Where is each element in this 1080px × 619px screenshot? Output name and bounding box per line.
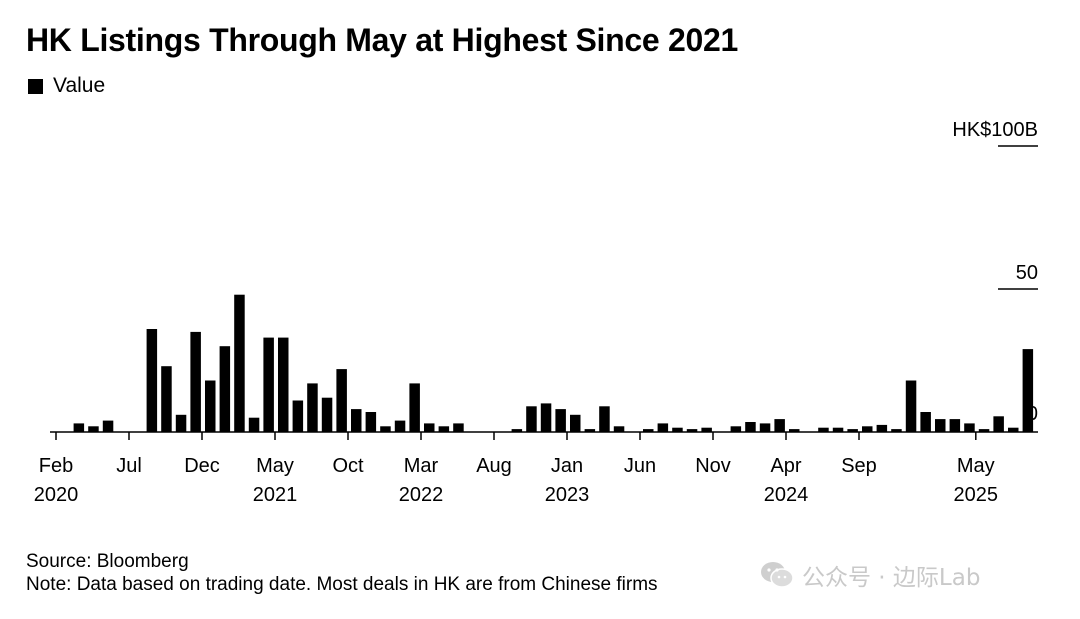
bar [190,331,201,432]
x-tick-label: Jan [551,455,583,477]
watermark: 公众号 · 边际Lab [760,558,980,592]
wechat-icon [761,562,794,588]
y-unit-label: HK$100B [952,119,1038,141]
bar [613,426,625,432]
legend-swatch [28,78,43,94]
bar [876,424,888,432]
x-tick-year-label: 2025 [954,484,999,506]
bar [380,426,391,432]
bar [818,427,829,432]
bar [730,426,742,432]
x-tick-label: Oct [332,455,364,477]
bar [555,409,566,432]
y-tick-0-label: 0 [1027,403,1038,425]
bar [394,420,406,432]
y-axis: 0 50 HK$100B [952,119,1038,425]
bar [248,417,260,432]
x-tick-label: Sep [841,455,877,477]
x-tick-year-label: 2021 [253,484,298,506]
x-tick-label: Jun [624,455,656,477]
bar [657,423,669,432]
bar [759,423,771,432]
bar [949,419,961,432]
bar [175,414,187,432]
bar [424,423,435,432]
legend: Value [28,74,105,98]
legend-label: Value [53,74,106,97]
bar [964,423,975,432]
bar [526,406,537,432]
bar [540,403,552,432]
bar [511,429,523,432]
bar [453,423,464,432]
bar [321,397,333,432]
bar [292,400,304,432]
bar [920,412,931,432]
bar [351,409,362,432]
bar [584,429,596,432]
bar [263,337,274,432]
chart-title: HK Listings Through May at Highest Since… [26,22,738,58]
x-tick-label: Apr [770,455,801,477]
data-note: Note: Data based on trading date. Most d… [26,574,658,595]
x-tick-label: Mar [404,455,439,477]
bars-group [73,294,1034,432]
bar [570,414,581,432]
x-tick-year-label: 2022 [399,484,444,506]
bar [102,420,114,432]
bar [832,427,844,432]
source-note: Source: Bloomberg [26,551,189,572]
bar [935,419,946,432]
x-tick-label: Dec [184,455,220,477]
bar [993,416,1004,432]
bar [789,429,800,432]
x-tick-year-label: 2024 [764,484,809,506]
bar [978,429,990,432]
bar [905,380,917,432]
x-tick-label: May [256,455,294,477]
bar [336,369,347,432]
bar [686,429,698,432]
bar [1008,427,1019,432]
bar [599,406,610,432]
bar [219,346,231,432]
watermark-text: 公众号 · 边际Lab [802,565,981,591]
x-tick-year-label: 2023 [545,484,590,506]
bar [307,383,318,432]
bar [234,294,245,432]
bar [146,329,158,432]
x-tick-label: Jul [116,455,142,477]
bar [701,427,712,432]
x-tick-label: Feb [39,455,73,477]
bar [205,380,216,432]
bar [409,383,420,432]
bar [745,422,756,432]
bar [278,337,289,432]
bar [438,426,450,432]
bar [672,427,683,432]
bar [88,426,99,432]
bar [643,429,654,432]
y-tick-50-label: 50 [1016,262,1038,284]
x-tick-label: Nov [695,455,731,477]
footer: Source: Bloomberg Note: Data based on tr… [26,550,658,596]
bar [161,366,172,432]
x-axis: Feb 2020 Jul Dec May 2021 Oct Mar 2022 Aug Jan 2023… [34,431,1038,506]
bar [891,429,902,432]
bar [365,412,377,432]
bar [1022,349,1034,432]
bar [73,423,85,432]
bar [862,426,873,432]
bar [774,419,785,432]
x-tick-label: May [957,455,995,477]
x-tick-year-label: 2020 [34,484,79,506]
x-tick-label: Aug [476,455,512,477]
bar [847,429,858,432]
